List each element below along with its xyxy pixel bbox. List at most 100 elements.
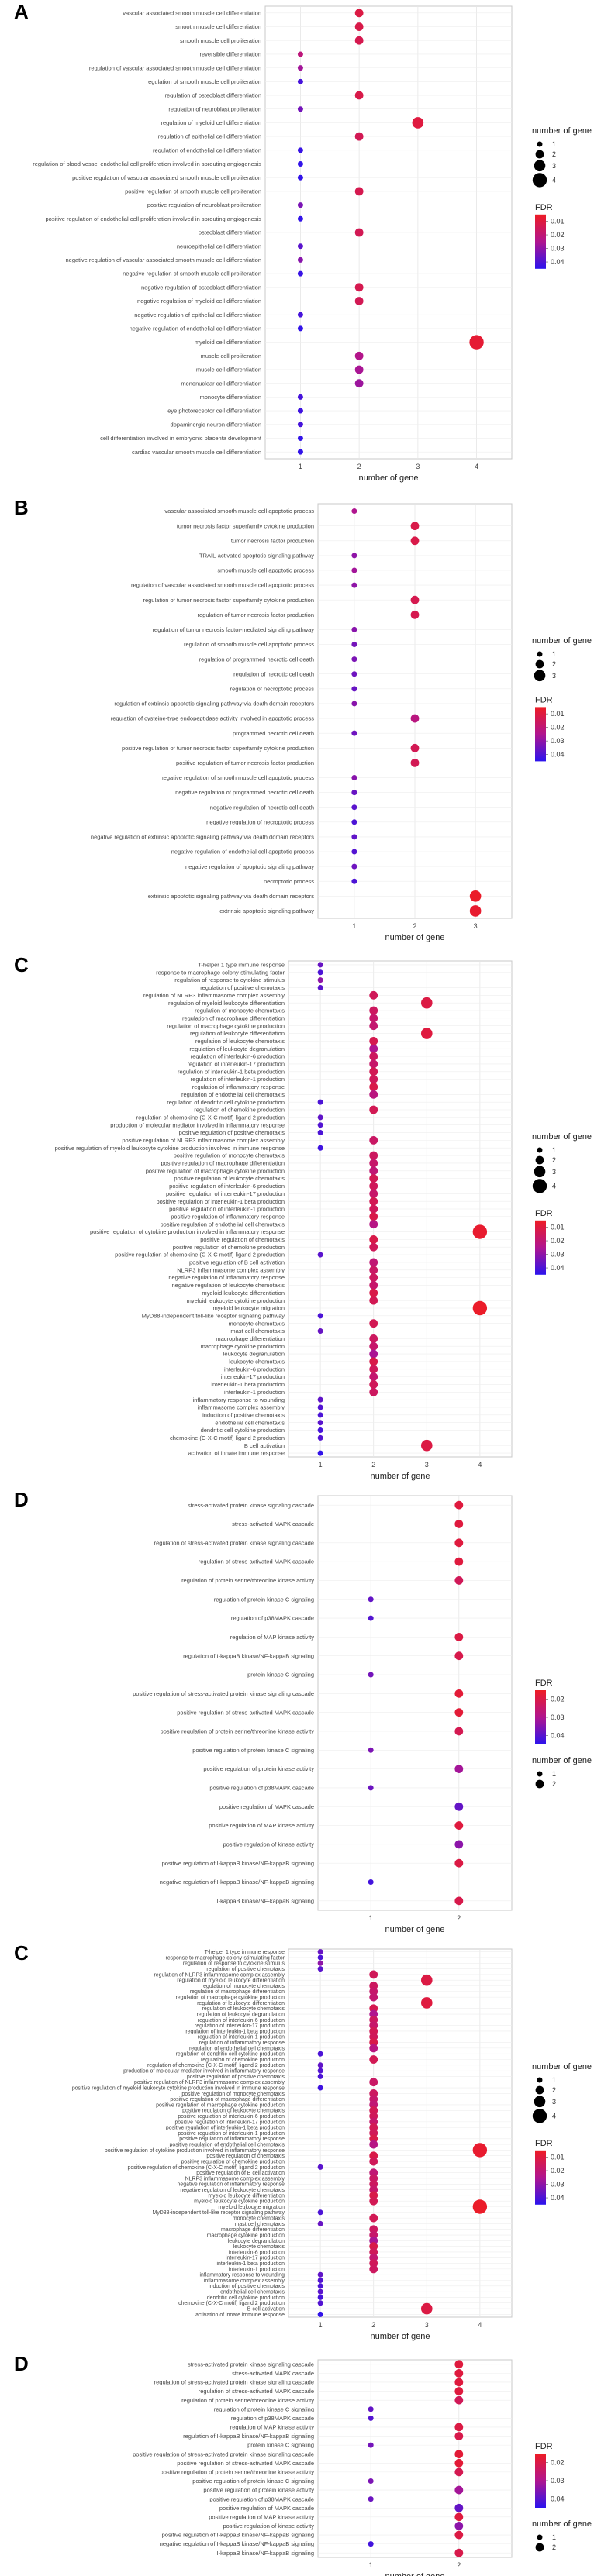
data-point xyxy=(369,1365,378,1374)
y-tick-label: positive regulation of macrophage cytoki… xyxy=(156,2102,285,2108)
data-point xyxy=(472,2143,488,2158)
y-tick-label: positive regulation of protein serine/th… xyxy=(161,2469,315,2476)
data-point xyxy=(454,2387,464,2395)
y-tick-label: regulation of endothelial cell different… xyxy=(153,146,261,153)
data-point xyxy=(317,984,323,990)
y-tick-label: regulation of MAP kinase activity xyxy=(230,2424,314,2431)
data-point xyxy=(351,701,357,707)
data-point xyxy=(454,1651,464,1661)
data-point xyxy=(369,2140,378,2149)
panel-letter: D xyxy=(14,2352,29,2375)
y-tick-label: positive regulation of endothelial cell … xyxy=(45,215,261,222)
y-tick-label: regulation of protein serine/threonine k… xyxy=(181,1577,314,1584)
y-tick-label: chemokine (C-X-C motif) ligand 2 product… xyxy=(170,1434,285,1441)
colorbar-tick-label: 0.02 xyxy=(551,1237,565,1245)
y-tick-label: regulation of stress-activated MAPK casc… xyxy=(199,2388,314,2395)
y-tick-label: I-kappaB kinase/NF-kappaB signaling xyxy=(217,1897,315,1904)
y-tick-label: positive regulation of MAPK cascade xyxy=(219,1803,314,1810)
size-legend-label: 2 xyxy=(552,1780,556,1788)
panel-letter: B xyxy=(14,496,29,519)
y-tick-label: positive regulation of MAP kinase activi… xyxy=(209,1822,314,1829)
y-tick-label: stress-activated protein kinase signalin… xyxy=(188,1502,314,1509)
y-tick-label: positive regulation of I-kappaB kinase/N… xyxy=(162,2532,314,2539)
data-point xyxy=(317,1412,323,1418)
data-point xyxy=(369,1189,378,1198)
y-tick-label: stress-activated protein kinase signalin… xyxy=(188,2361,314,2368)
y-tick-label: regulation of macrophage cytokine produc… xyxy=(176,1996,285,2001)
data-point xyxy=(297,161,303,167)
y-tick-label: regulation of leukocyte degranulation xyxy=(189,1045,285,1052)
y-tick-label: positive regulation of cytokine producti… xyxy=(90,1228,285,1235)
y-tick-label: positive regulation of inflammatory resp… xyxy=(171,1213,285,1220)
x-tick-label: 2 xyxy=(371,1461,375,1469)
y-tick-label: negative regulation of epithelial cell d… xyxy=(134,312,261,319)
y-tick-label: stress-activated MAPK cascade xyxy=(232,2370,314,2377)
data-point xyxy=(317,962,323,968)
y-tick-label: regulation of myeloid leukocyte differen… xyxy=(168,1000,285,1007)
data-point xyxy=(317,2220,323,2226)
data-point xyxy=(351,642,357,648)
data-point xyxy=(454,1576,464,1585)
data-point xyxy=(351,656,357,663)
data-point xyxy=(317,1960,323,1966)
size-legend-label: 2 xyxy=(552,660,556,668)
y-tick-label: positive regulation of positive chemotax… xyxy=(187,2075,285,2080)
y-tick-label: activation of innate immune response xyxy=(188,1450,285,1457)
size-legend-label: 3 xyxy=(552,2098,556,2106)
data-point xyxy=(317,1114,323,1121)
data-point xyxy=(454,1802,464,1811)
x-tick-label: 2 xyxy=(413,922,416,930)
y-tick-label: regulation of myeloid cell differentiati… xyxy=(161,119,261,126)
y-tick-label: mast cell chemotaxis xyxy=(235,2222,285,2227)
data-point xyxy=(354,132,364,141)
data-point xyxy=(297,147,303,153)
y-tick-label: regulation of I-kappaB kinase/NF-kappaB … xyxy=(183,1652,314,1659)
data-point xyxy=(368,1879,374,1886)
y-tick-label: regulation of smooth muscle cell prolife… xyxy=(147,78,261,85)
colorbar-tick-label: 0.03 xyxy=(551,245,565,253)
y-tick-label: muscle cell proliferation xyxy=(201,353,261,360)
x-tick-label: 1 xyxy=(319,2321,323,2329)
y-tick-label: positive regulation of myeloid leukocyte… xyxy=(72,2085,285,2091)
y-tick-label: positive regulation of stress-activated … xyxy=(133,1690,314,1697)
data-point xyxy=(297,449,303,455)
y-tick-label: regulation of interleukin-6 production xyxy=(198,2018,285,2023)
data-point xyxy=(369,2157,378,2166)
y-tick-label: regulation of chemokine production xyxy=(194,1107,285,1114)
y-tick-label: negative regulation of smooth muscle cel… xyxy=(161,774,315,781)
y-tick-label: positive regulation of vascular associat… xyxy=(72,174,261,181)
y-tick-label: positive regulation of kinase activity xyxy=(223,1841,314,1848)
data-point xyxy=(369,1067,378,1076)
y-tick-label: positive regulation of positive chemotax… xyxy=(179,1129,285,1136)
data-point xyxy=(454,2423,464,2432)
data-point xyxy=(297,202,303,208)
y-tick-label: induction of positive chemotaxis xyxy=(202,1411,285,1418)
data-point xyxy=(420,2302,433,2315)
y-tick-label: positive regulation of leukocyte chemota… xyxy=(174,1175,285,1182)
y-tick-label: regulation of leukocyte differentiation xyxy=(197,2001,285,2006)
y-tick-label: positive regulation of stress-activated … xyxy=(177,1709,314,1716)
data-point xyxy=(454,2503,464,2512)
y-tick-label: negative regulation of necrotic cell dea… xyxy=(210,804,314,811)
y-tick-label: positive regulation of monocyte chemotax… xyxy=(174,1152,285,1159)
y-tick-label: positive regulation of MAP kinase activi… xyxy=(209,2513,314,2520)
colorbar-tick-label: 0.02 xyxy=(551,724,565,732)
y-tick-label: positive regulation of interleukin-1 pro… xyxy=(169,1206,285,1213)
colorbar-tick-label: 0.04 xyxy=(551,751,565,759)
data-point xyxy=(351,834,357,840)
x-tick-label: 2 xyxy=(457,2561,461,2569)
y-tick-label: programmed necrotic cell death xyxy=(233,730,314,737)
data-point xyxy=(420,1028,433,1039)
x-tick-label: 2 xyxy=(357,463,361,470)
data-point xyxy=(354,36,364,45)
y-tick-label: regulation of interleukin-1 production xyxy=(191,1076,285,1083)
y-tick-label: negative regulation of inflammatory resp… xyxy=(178,2182,285,2188)
y-tick-label: T-helper 1 type immune response xyxy=(198,962,285,969)
data-point xyxy=(368,1596,374,1603)
y-tick-label: positive regulation of interleukin-17 pr… xyxy=(166,1190,285,1197)
x-axis-title: number of gene xyxy=(385,2572,444,2576)
data-point xyxy=(454,1896,464,1906)
data-point xyxy=(410,714,420,723)
